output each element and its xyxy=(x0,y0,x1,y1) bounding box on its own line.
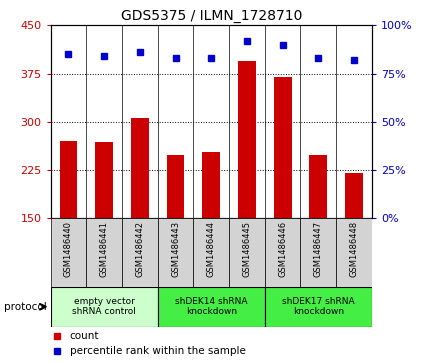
Title: GDS5375 / ILMN_1728710: GDS5375 / ILMN_1728710 xyxy=(121,9,302,23)
Text: GSM1486442: GSM1486442 xyxy=(136,221,144,277)
Bar xyxy=(301,218,336,287)
Text: empty vector
shRNA control: empty vector shRNA control xyxy=(72,297,136,317)
Text: GSM1486443: GSM1486443 xyxy=(171,221,180,277)
Bar xyxy=(265,218,301,287)
Text: GSM1486444: GSM1486444 xyxy=(207,221,216,277)
Text: GSM1486441: GSM1486441 xyxy=(99,221,109,277)
Bar xyxy=(51,287,158,327)
Bar xyxy=(86,218,122,287)
Bar xyxy=(229,218,265,287)
Text: shDEK17 shRNA
knockdown: shDEK17 shRNA knockdown xyxy=(282,297,355,317)
Bar xyxy=(158,287,265,327)
Bar xyxy=(336,218,372,287)
Text: GSM1486448: GSM1486448 xyxy=(349,221,359,277)
Text: count: count xyxy=(70,331,99,341)
Bar xyxy=(122,218,158,287)
Bar xyxy=(345,173,363,218)
Bar xyxy=(265,287,372,327)
Text: GSM1486447: GSM1486447 xyxy=(314,221,323,277)
Text: protocol: protocol xyxy=(4,302,47,312)
Bar xyxy=(51,218,86,287)
Text: GSM1486445: GSM1486445 xyxy=(242,221,251,277)
Bar xyxy=(274,77,291,218)
Bar xyxy=(158,218,193,287)
Bar xyxy=(238,61,256,218)
Bar xyxy=(167,155,184,218)
Bar xyxy=(202,152,220,218)
Bar xyxy=(95,142,113,218)
Bar xyxy=(193,218,229,287)
Text: GSM1486446: GSM1486446 xyxy=(278,221,287,277)
Bar xyxy=(59,141,77,218)
Text: shDEK14 shRNA
knockdown: shDEK14 shRNA knockdown xyxy=(175,297,247,317)
Text: GSM1486440: GSM1486440 xyxy=(64,221,73,277)
Text: percentile rank within the sample: percentile rank within the sample xyxy=(70,346,246,356)
Bar xyxy=(309,155,327,218)
Bar xyxy=(131,118,149,218)
